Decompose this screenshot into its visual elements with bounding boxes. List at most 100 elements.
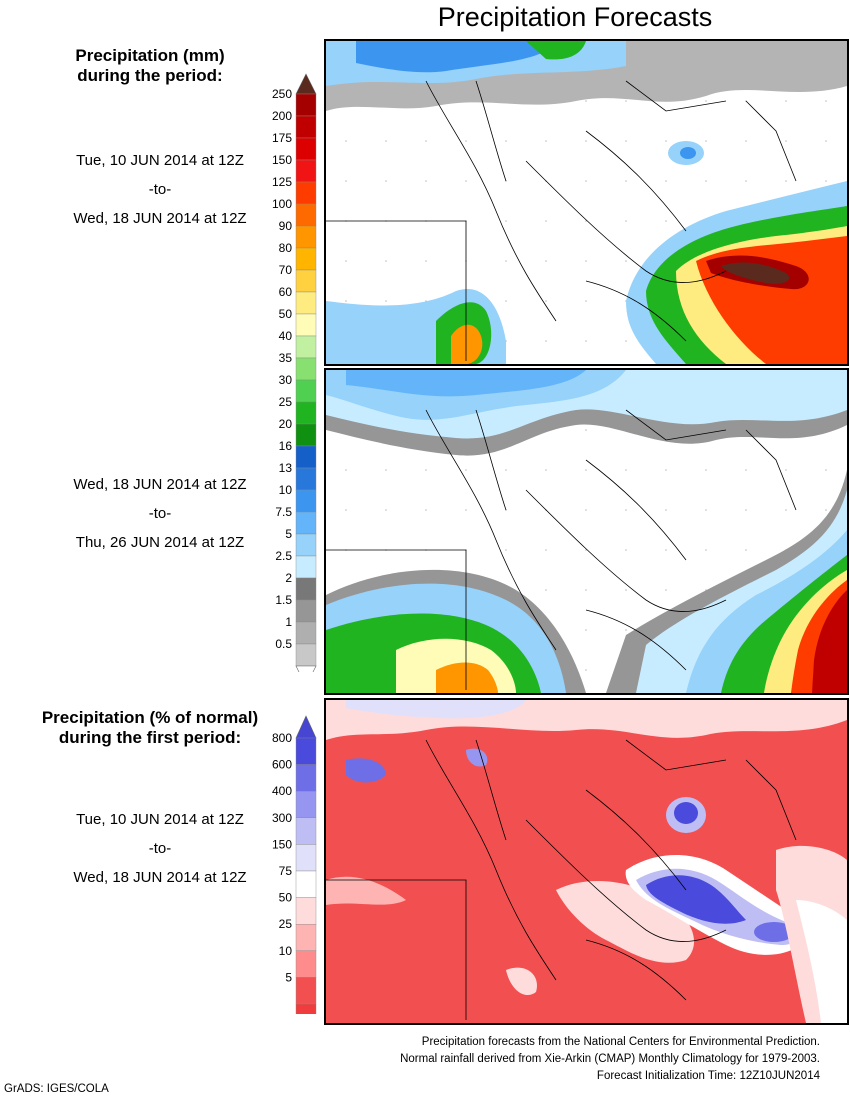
amount-legend-tick-label: 100 bbox=[272, 197, 292, 211]
percent-legend-swatch bbox=[295, 870, 317, 898]
footer-line3: Forecast Initialization Time: 12Z10JUN20… bbox=[596, 1070, 820, 1082]
map-period1 bbox=[326, 41, 847, 364]
period3-dates: Tue, 10 JUN 2014 at 12Z -to- Wed, 18 JUN… bbox=[20, 805, 300, 892]
percent-legend-title-line2: during the first period: bbox=[58, 728, 242, 747]
period2-start: Wed, 18 JUN 2014 at 12Z bbox=[73, 476, 247, 493]
amount-legend-swatch bbox=[295, 159, 317, 183]
map-panel-percent-normal bbox=[324, 698, 849, 1025]
percent-legend-tick-label: 300 bbox=[272, 811, 292, 825]
percent-legend-tick-label: 25 bbox=[279, 917, 293, 931]
amount-legend-swatch bbox=[295, 115, 317, 139]
period2-sep: -to- bbox=[148, 505, 172, 522]
amount-legend-tick-label: 35 bbox=[279, 351, 293, 365]
amount-legend-swatch bbox=[295, 489, 317, 513]
amount-legend-tick-label: 2 bbox=[285, 571, 292, 585]
percent-legend-swatch bbox=[295, 1003, 317, 1014]
footer-line2: Normal rainfall derived from Xie-Arkin (… bbox=[400, 1053, 820, 1065]
amount-legend-swatch bbox=[295, 401, 317, 425]
percent-legend-swatch bbox=[295, 764, 317, 792]
amount-legend-swatch bbox=[295, 445, 317, 469]
amount-legend-bottom-arrow bbox=[295, 665, 317, 672]
period2-dates: Wed, 18 JUN 2014 at 12Z -to- Thu, 26 JUN… bbox=[20, 470, 300, 557]
percent-legend-tick-label: 75 bbox=[279, 864, 293, 878]
amount-legend-tick-label: 70 bbox=[279, 263, 293, 277]
period1-dates: Tue, 10 JUN 2014 at 12Z -to- Wed, 18 JUN… bbox=[20, 146, 300, 233]
percent-legend-swatch bbox=[295, 897, 317, 925]
amount-legend-swatch bbox=[295, 225, 317, 249]
percent-legend-tick-label: 600 bbox=[272, 758, 292, 772]
percent-legend-title-line1: Precipitation (% of normal) bbox=[41, 708, 259, 727]
amount-legend-tick-label: 60 bbox=[279, 285, 293, 299]
map-panel-period2 bbox=[324, 368, 849, 695]
amount-colorbar: 250 200 175 150 125 100 90 80 70 60 50 40 35 30 25 20 16… bbox=[250, 72, 320, 672]
percent-legend-tick-label: 50 bbox=[279, 891, 293, 905]
amount-legend-swatch bbox=[295, 621, 317, 645]
amount-legend-tick-label: 20 bbox=[279, 417, 293, 431]
amount-legend-swatch bbox=[295, 203, 317, 227]
amount-legend-tick-label: 40 bbox=[279, 329, 293, 343]
map-period2 bbox=[326, 370, 847, 693]
amount-legend-title: Precipitation (mm) during the period: bbox=[20, 46, 280, 86]
percent-legend-tick-label: 400 bbox=[272, 784, 292, 798]
period1-end: Wed, 18 JUN 2014 at 12Z bbox=[73, 210, 247, 227]
footer-notes: Precipitation forecasts from the Nationa… bbox=[400, 1034, 820, 1085]
percent-legend-swatch bbox=[295, 817, 317, 845]
amount-legend-swatch bbox=[295, 467, 317, 491]
amount-legend-tick-label: 5 bbox=[285, 527, 292, 541]
percent-legend-swatch bbox=[295, 923, 317, 951]
amount-legend-title-line1: Precipitation (mm) bbox=[75, 46, 225, 65]
footer-line1: Precipitation forecasts from the Nationa… bbox=[421, 1036, 820, 1048]
percent-legend-tick-label: 10 bbox=[279, 944, 293, 958]
period2-end: Thu, 26 JUN 2014 at 12Z bbox=[75, 534, 245, 551]
percent-colorbar: 800 600 400 300 150 75 50 25 10 5 bbox=[250, 714, 320, 1014]
amount-legend-swatch bbox=[295, 379, 317, 403]
period3-start: Tue, 10 JUN 2014 at 12Z bbox=[76, 811, 244, 828]
amount-legend-swatch bbox=[295, 247, 317, 271]
amount-legend-tick-label: 0.5 bbox=[275, 637, 292, 651]
map-percent-normal bbox=[326, 700, 847, 1023]
period3-sep: -to- bbox=[148, 840, 172, 857]
amount-legend-tick-label: 7.5 bbox=[275, 505, 292, 519]
amount-legend-tick-label: 2.5 bbox=[275, 549, 292, 563]
amount-legend-tick-label: 10 bbox=[279, 483, 293, 497]
amount-legend-tick-label: 16 bbox=[279, 439, 293, 453]
amount-legend-swatch bbox=[295, 93, 317, 117]
amount-legend-swatch bbox=[295, 423, 317, 447]
amount-legend-top-arrow bbox=[295, 73, 317, 95]
amount-legend-swatch bbox=[295, 181, 317, 205]
amount-legend-tick-label: 50 bbox=[279, 307, 293, 321]
amount-legend-tick-label: 150 bbox=[272, 153, 292, 167]
amount-legend-title-line2: during the period: bbox=[77, 66, 223, 85]
amount-legend-swatch bbox=[295, 137, 317, 161]
amount-legend-tick-label: 90 bbox=[279, 219, 293, 233]
percent-legend-swatch bbox=[295, 737, 317, 765]
amount-legend-swatch bbox=[295, 335, 317, 359]
grads-credit: GrADS: IGES/COLA bbox=[4, 1083, 109, 1095]
amount-legend-tick-label: 1 bbox=[285, 615, 292, 629]
amount-legend-swatch bbox=[295, 533, 317, 557]
percent-legend-swatch bbox=[295, 844, 317, 872]
period1-start: Tue, 10 JUN 2014 at 12Z bbox=[76, 152, 244, 169]
amount-legend-swatch bbox=[295, 599, 317, 623]
percent-legend-tick-label: 150 bbox=[272, 837, 292, 851]
amount-legend-swatch bbox=[295, 357, 317, 381]
percent-legend-swatch bbox=[295, 790, 317, 818]
amount-legend-swatch bbox=[295, 511, 317, 535]
amount-legend-tick-label: 80 bbox=[279, 241, 293, 255]
period3-end: Wed, 18 JUN 2014 at 12Z bbox=[73, 869, 247, 886]
amount-legend-tick-label: 25 bbox=[279, 395, 293, 409]
amount-legend-tick-label: 125 bbox=[272, 175, 292, 189]
percent-legend-top-arrow bbox=[295, 715, 317, 739]
amount-legend-swatch bbox=[295, 555, 317, 579]
percent-legend-swatch bbox=[295, 977, 317, 1005]
amount-legend-swatch bbox=[295, 291, 317, 315]
amount-legend-tick-label: 13 bbox=[279, 461, 293, 475]
percent-legend-title: Precipitation (% of normal) during the f… bbox=[10, 708, 290, 748]
amount-legend-tick-label: 1.5 bbox=[275, 593, 292, 607]
percent-legend-tick-label: 800 bbox=[272, 731, 292, 745]
amount-legend-tick-label: 250 bbox=[272, 87, 292, 101]
amount-legend-swatch bbox=[295, 643, 317, 667]
percent-legend-swatch bbox=[295, 950, 317, 978]
amount-legend-swatch bbox=[295, 313, 317, 337]
amount-legend-tick-label: 175 bbox=[272, 131, 292, 145]
